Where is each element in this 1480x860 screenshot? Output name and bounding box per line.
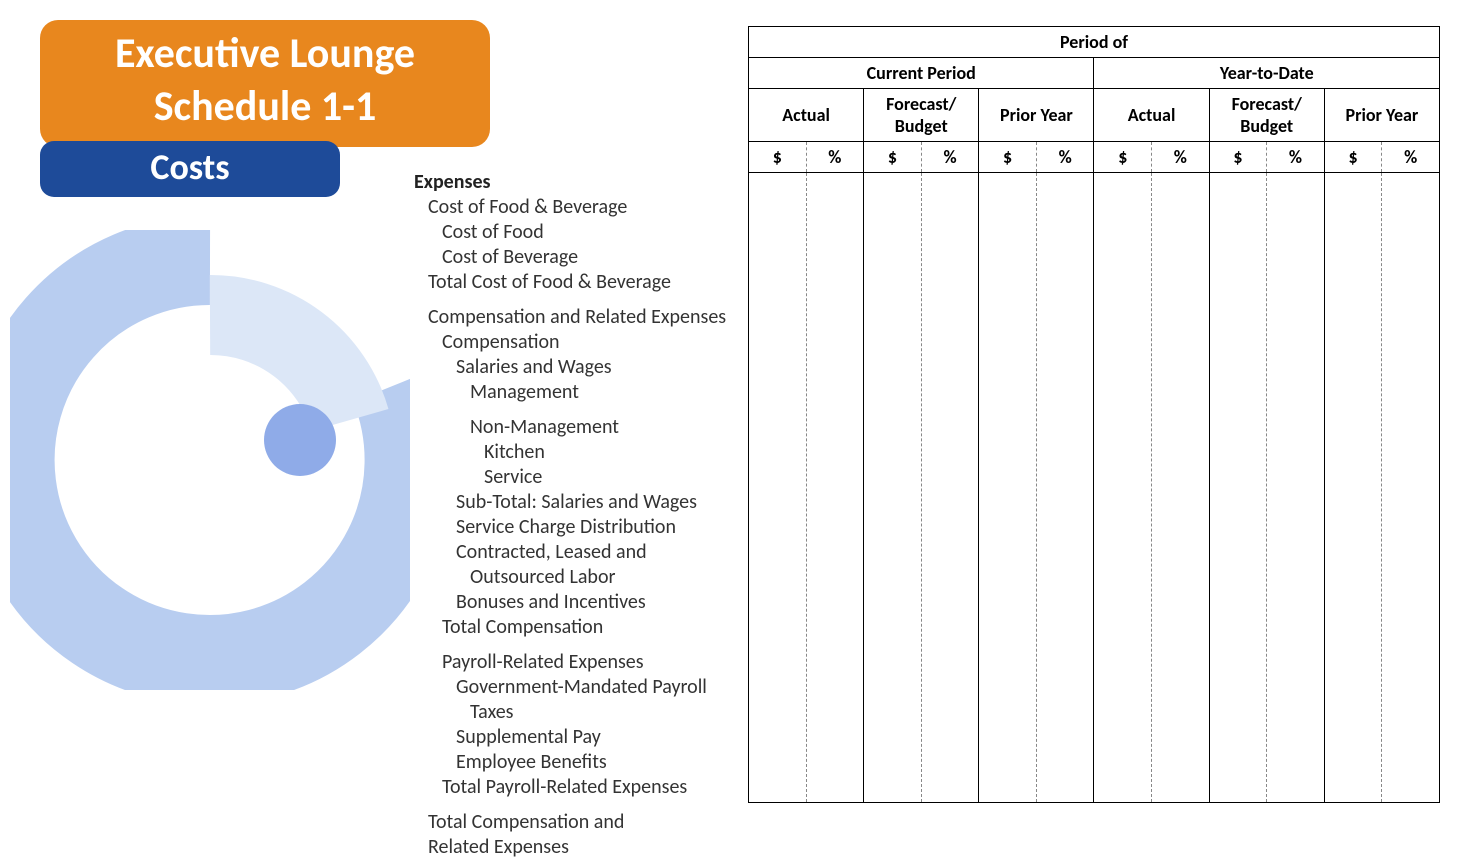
decorative-arc-graphic bbox=[10, 230, 410, 690]
table-cell bbox=[1036, 173, 1094, 803]
expense-item: Total Payroll-Related Expenses bbox=[414, 775, 726, 800]
expense-item: Non-Management bbox=[414, 415, 726, 440]
table-cell bbox=[1152, 173, 1210, 803]
expense-item: Cost of Food & Beverage bbox=[414, 195, 726, 220]
expense-item: Compensation bbox=[414, 330, 726, 355]
table-cell bbox=[864, 173, 922, 803]
table-cell bbox=[806, 173, 864, 803]
unit-header: $ bbox=[1209, 142, 1267, 173]
sub-header: Forecast/Budget bbox=[1209, 89, 1324, 142]
expense-item: Kitchen bbox=[414, 440, 726, 465]
unit-header: $ bbox=[749, 142, 807, 173]
group-header-current: Current Period bbox=[749, 58, 1094, 89]
sub-header: Actual bbox=[749, 89, 864, 142]
expense-item: Total Compensation and bbox=[414, 810, 726, 835]
table-cell bbox=[749, 173, 807, 803]
expense-item: Payroll-Related Expenses bbox=[414, 650, 726, 675]
table-cell bbox=[979, 173, 1037, 803]
unit-header: % bbox=[921, 142, 979, 173]
expense-item: Service bbox=[414, 465, 726, 490]
unit-header: % bbox=[806, 142, 864, 173]
expense-item: Employee Benefits bbox=[414, 750, 726, 775]
expense-item: Supplemental Pay bbox=[414, 725, 726, 750]
sub-header: Actual bbox=[1094, 89, 1209, 142]
expense-item: Sub-Total: Salaries and Wages bbox=[414, 490, 726, 515]
expenses-heading: Expenses bbox=[414, 170, 726, 195]
expense-item: Cost of Beverage bbox=[414, 245, 726, 270]
group-header-ytd: Year-to-Date bbox=[1094, 58, 1440, 89]
expense-item: Cost of Food bbox=[414, 220, 726, 245]
table-cell bbox=[921, 173, 979, 803]
expense-item: Outsourced Labor bbox=[414, 565, 726, 590]
unit-header: $ bbox=[979, 142, 1037, 173]
expense-item: Total Cost of Food & Beverage bbox=[414, 270, 726, 295]
expense-list: Expenses Cost of Food & BeverageCost of … bbox=[414, 170, 726, 860]
inner-arc bbox=[210, 315, 350, 420]
sub-header: Prior Year bbox=[1324, 89, 1439, 142]
unit-header: % bbox=[1382, 142, 1440, 173]
table-cell bbox=[1267, 173, 1325, 803]
expense-item: Salaries and Wages bbox=[414, 355, 726, 380]
subtitle-text: Costs bbox=[150, 145, 229, 189]
expense-item: Service Charge Distribution bbox=[414, 515, 726, 540]
sub-header: Forecast/Budget bbox=[864, 89, 979, 142]
unit-header: $ bbox=[1094, 142, 1152, 173]
unit-header: $ bbox=[864, 142, 922, 173]
expense-item: Government-Mandated Payroll bbox=[414, 675, 726, 700]
unit-header: % bbox=[1267, 142, 1325, 173]
title-badge: Executive Lounge Schedule 1-1 bbox=[40, 20, 490, 147]
center-dot bbox=[264, 404, 336, 476]
table-cell bbox=[1324, 173, 1382, 803]
expense-item: Related Expenses bbox=[414, 835, 726, 860]
expense-item: Total Compensation bbox=[414, 615, 726, 640]
table-cell bbox=[1094, 173, 1152, 803]
title-line-2: Schedule 1-1 bbox=[154, 81, 377, 132]
schedule-table: Period of Current Period Year-to-Date Ac… bbox=[748, 26, 1440, 803]
table-cell bbox=[1209, 173, 1267, 803]
expense-item: Bonuses and Incentives bbox=[414, 590, 726, 615]
sub-header: Prior Year bbox=[979, 89, 1094, 142]
expense-item: Contracted, Leased and bbox=[414, 540, 726, 565]
unit-header: $ bbox=[1324, 142, 1382, 173]
subtitle-badge: Costs bbox=[40, 141, 340, 197]
unit-header: % bbox=[1152, 142, 1210, 173]
outer-arc bbox=[10, 260, 410, 660]
table-cell bbox=[1382, 173, 1440, 803]
title-line-1: Executive Lounge bbox=[115, 28, 415, 79]
expense-item: Management bbox=[414, 380, 726, 405]
unit-header: % bbox=[1036, 142, 1094, 173]
expense-item: Taxes bbox=[414, 700, 726, 725]
expense-item: Compensation and Related Expenses bbox=[414, 305, 726, 330]
schedule-table-wrap: Period of Current Period Year-to-Date Ac… bbox=[748, 26, 1440, 803]
table-super-header: Period of bbox=[749, 27, 1440, 58]
